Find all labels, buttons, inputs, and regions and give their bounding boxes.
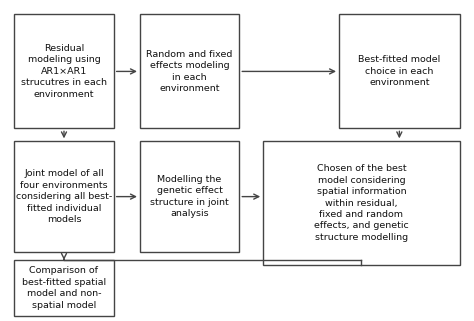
Text: Modelling the
genetic effect
structure in joint
analysis: Modelling the genetic effect structure i…	[150, 175, 229, 218]
Text: Joint model of all
four environments
considering all best-
fitted individual
mod: Joint model of all four environments con…	[16, 169, 112, 224]
Text: Best-fitted model
choice in each
environment: Best-fitted model choice in each environ…	[358, 56, 440, 87]
Text: Residual
modeling using
AR1×AR1
strucutres in each
environment: Residual modeling using AR1×AR1 strucutr…	[21, 44, 107, 99]
Bar	[14, 260, 114, 316]
Bar	[14, 141, 114, 252]
Bar	[263, 141, 460, 265]
Bar	[140, 141, 239, 252]
Bar	[339, 14, 460, 128]
Bar	[14, 14, 114, 128]
Text: Chosen of the best
model considering
spatial information
within residual,
fixed : Chosen of the best model considering spa…	[314, 164, 409, 242]
Bar	[140, 14, 239, 128]
Text: Comparison of
best-fitted spatial
model and non-
spatial model: Comparison of best-fitted spatial model …	[22, 266, 106, 310]
Text: Random and fixed
effects modeling
in each
environment: Random and fixed effects modeling in eac…	[146, 50, 233, 93]
